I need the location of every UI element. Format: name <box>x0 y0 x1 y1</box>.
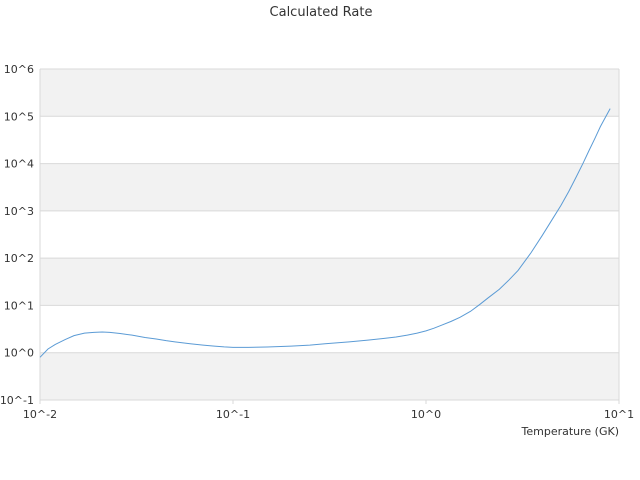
grid-band <box>40 352 619 400</box>
y-tick-label: 10^0 <box>4 347 34 360</box>
y-axis-ticks: 10^-1 10^0 10^1 10^2 10^3 10^4 10^5 10^6 <box>0 63 34 407</box>
grid-band <box>40 258 619 306</box>
y-tick-label: 10^5 <box>4 110 34 123</box>
grid-band <box>40 69 619 117</box>
y-tick-label: 10^1 <box>4 299 34 312</box>
x-axis-title: Temperature (GK) <box>521 425 620 438</box>
y-tick-label: 10^4 <box>4 158 34 171</box>
grid-bands <box>40 69 619 400</box>
y-tick-label: 10^-1 <box>0 394 34 407</box>
y-tick-label: 10^6 <box>4 63 34 76</box>
x-tick-label: 10^0 <box>411 408 441 421</box>
y-tick-label: 10^2 <box>4 252 34 265</box>
grid-band <box>40 163 619 211</box>
x-tick-label: 10^1 <box>604 408 634 421</box>
chart-title: Calculated Rate <box>270 5 373 20</box>
y-tick-label: 10^3 <box>4 205 34 218</box>
x-axis-ticks: 10^-2 10^-1 10^0 10^1 <box>23 400 634 421</box>
series-line <box>39 108 611 358</box>
grid-lines <box>39 68 620 401</box>
x-tick-label: 10^-2 <box>23 408 57 421</box>
x-tick-label: 10^-1 <box>216 408 250 421</box>
